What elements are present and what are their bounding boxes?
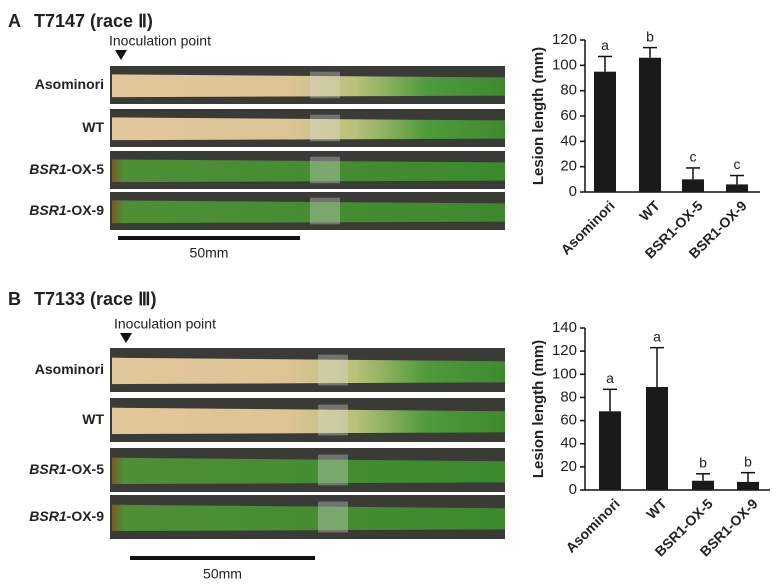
row-label-part: BSR1 [29,202,67,218]
panel-label: B [8,289,21,309]
row-label-part: WT [82,411,104,427]
x-tick-label: WT [643,495,670,522]
y-tick-label: 80 [560,82,577,99]
inoculation-label: Inoculation point [109,33,211,49]
row-label: WT [82,411,104,427]
tape [318,354,348,386]
y-tick-label: 20 [560,158,577,175]
tape [310,114,340,142]
x-tick-label: Asominori [557,197,617,257]
bar [682,179,704,192]
scale-label: 50mm [203,566,242,582]
panel-label: A [8,11,21,31]
row-label-part: BSR1 [29,461,67,477]
leaf [112,74,505,98]
row-label-part: WT [82,119,104,135]
tape [318,501,348,533]
x-tick-label: Asominori [562,495,622,555]
inoculation-marker [115,50,127,60]
panel-title: T7147 (race Ⅱ) [34,11,153,31]
y-tick-label: 20 [560,458,577,475]
y-tick-label: 100 [552,56,577,73]
y-axis-label: Lesion length (mm) [530,47,547,185]
row-label: WT [82,119,104,135]
significance-letter: b [699,455,707,471]
significance-letter: a [653,328,661,344]
bar [692,480,714,490]
tape [318,404,348,436]
y-tick-label: 140 [552,319,577,336]
bar [737,481,759,490]
row-label-part: Asominori [35,361,104,377]
y-axis-label: Lesion length (mm) [530,340,547,478]
y-tick-label: 40 [560,435,577,452]
leaf [112,457,505,485]
significance-letter: a [606,370,614,386]
significance-letter: b [744,453,752,469]
leaf [112,504,505,532]
row-label: Asominori [35,361,104,377]
row-label-part: BSR1 [29,508,67,524]
row-label-part: -OX-5 [67,161,105,177]
y-tick-label: 120 [552,31,577,48]
tape [310,71,340,99]
bar [594,71,616,192]
bar [599,411,621,490]
scale-label: 50mm [190,245,229,261]
row-label: BSR1-OX-5 [29,161,104,177]
row-label-part: -OX-5 [67,461,105,477]
leaf [112,357,505,385]
inoculation-label: Inoculation point [114,316,216,332]
row-label: BSR1-OX-9 [29,202,104,218]
leaf [112,159,505,183]
significance-letter: c [734,156,741,172]
leaf [112,200,505,224]
bar [726,184,748,192]
tape [310,156,340,184]
y-tick-label: 60 [560,107,577,124]
significance-letter: a [601,37,609,53]
y-tick-label: 80 [560,388,577,405]
row-label-part: -OX-9 [67,202,105,218]
inoculation-marker [120,333,132,343]
row-label: Asominori [35,76,104,92]
panel-title: T7133 (race Ⅲ) [34,289,156,309]
leaf [112,407,505,435]
y-tick-label: 0 [569,481,577,498]
bar [639,57,661,192]
significance-letter: c [690,149,697,165]
y-tick-label: 40 [560,132,577,149]
row-label: BSR1-OX-9 [29,508,104,524]
row-label-part: -OX-9 [67,508,105,524]
row-label: BSR1-OX-5 [29,461,104,477]
row-label-part: Asominori [35,76,104,92]
significance-letter: b [646,28,654,44]
row-label-part: BSR1 [29,161,67,177]
y-tick-label: 120 [552,342,577,359]
leaf [112,117,505,141]
y-tick-label: 0 [569,183,577,200]
tape [318,454,348,486]
bar [646,387,668,490]
y-tick-label: 60 [560,412,577,429]
y-tick-label: 100 [552,365,577,382]
tape [310,197,340,225]
x-tick-label: WT [636,197,663,224]
